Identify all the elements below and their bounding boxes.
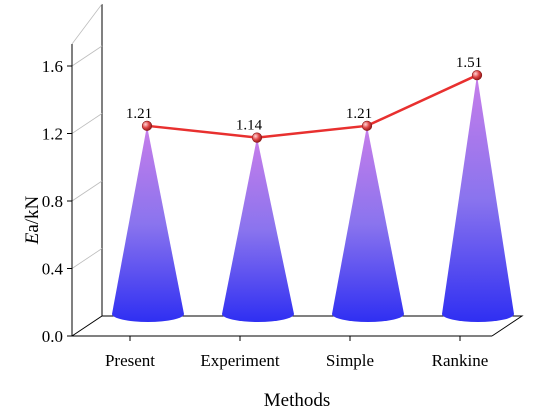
y-tick-label: 0.8: [42, 192, 63, 211]
gridline: [71, 180, 103, 202]
cone-bar: [222, 137, 294, 322]
x-axis-label: Methods: [264, 390, 331, 411]
y-tick-label: 0.0: [42, 327, 63, 346]
y-axis-label: Ea/kN: [22, 195, 43, 245]
data-point-marker: [471, 70, 483, 81]
data-label: 1.14: [236, 118, 263, 134]
gridline: [71, 3, 103, 45]
y-tick-label: 1.2: [42, 125, 63, 144]
x-tick-label: Rankine: [432, 351, 489, 370]
data-label: 1.21: [346, 106, 372, 122]
series-polyline: [146, 74, 478, 139]
cone-bars: [112, 75, 514, 322]
cone-bar: [112, 125, 184, 322]
floor-plane: [71, 315, 524, 337]
data-point-marker: [141, 120, 153, 131]
cone-bar: [442, 75, 514, 322]
data-label: 1.51: [456, 55, 482, 71]
x-tick-label: Simple: [326, 351, 374, 370]
cone-bar: [332, 125, 404, 322]
tick-labels: 0.0 0.4 0.8 1.2 1.6 Present Experiment Simple Ra…: [42, 57, 489, 370]
value-line: [141, 70, 483, 143]
x-tick-label: Present: [105, 351, 155, 370]
data-point-marker: [361, 120, 373, 131]
data-labels: 1.21 1.14 1.21 1.51: [126, 55, 482, 133]
y-tick-label: 1.6: [42, 57, 63, 76]
data-point-marker: [251, 132, 263, 143]
y-tick-label: 0.4: [42, 260, 64, 279]
gridline: [71, 113, 103, 134]
data-label: 1.21: [126, 106, 152, 122]
x-tick-label: Experiment: [200, 351, 280, 370]
gridline: [71, 45, 103, 67]
gridline: [71, 248, 103, 269]
axes-frame: [71, 3, 524, 337]
